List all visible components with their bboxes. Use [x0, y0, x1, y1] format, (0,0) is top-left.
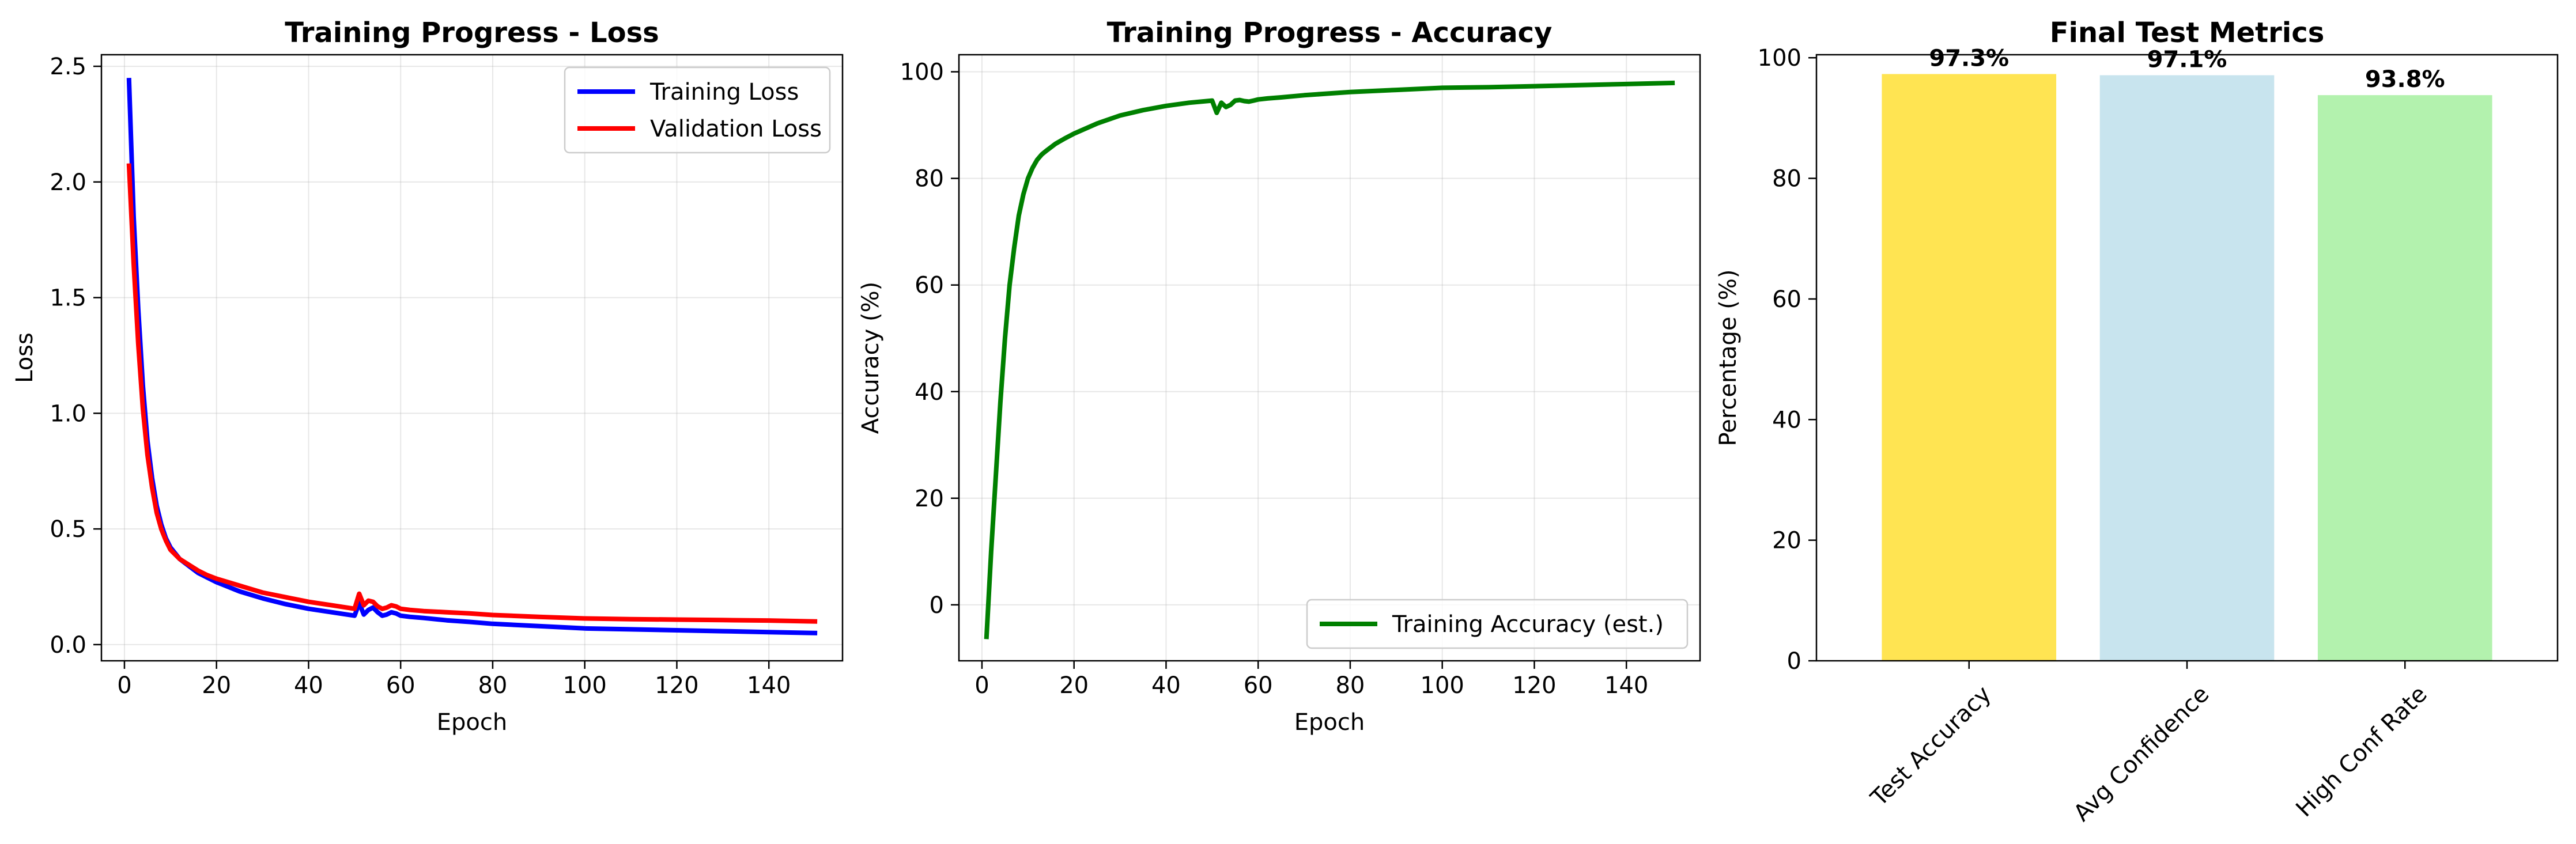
- x-axis-label: Epoch: [437, 709, 507, 736]
- legend-label: Training Accuracy (est.): [1392, 611, 1664, 638]
- y-tick-label: 100: [1758, 45, 1801, 71]
- y-tick-label: 0: [1787, 648, 1801, 675]
- x-axis-label: Epoch: [1294, 709, 1365, 736]
- y-tick-label: 60: [915, 272, 944, 299]
- series-line-2: [126, 163, 818, 624]
- bar: [2317, 95, 2492, 661]
- y-tick-label: 80: [1772, 166, 1801, 192]
- x-tick-label: 40: [1151, 672, 1181, 699]
- axes-frame: [1815, 54, 2559, 662]
- chart-panel-3: 97.3% Test Accuracy 97.1% Avg Confidence 93.…: [1715, 17, 2559, 827]
- bar: [1882, 74, 2057, 661]
- x-tick-label: 120: [1512, 672, 1556, 699]
- x-tick-label: 140: [747, 672, 791, 699]
- y-tick-label: 20: [1772, 528, 1801, 554]
- bar: [2099, 75, 2275, 661]
- legend: Training Accuracy (est.): [1306, 599, 1689, 649]
- x-tick-label: 140: [1604, 672, 1648, 699]
- series-line-1: [126, 78, 818, 635]
- y-axis-label: Loss: [12, 332, 38, 383]
- x-tick-label: 20: [1059, 672, 1089, 699]
- x-tick-label: Avg Confidence: [2068, 681, 2214, 827]
- chart-title: Final Test Metrics: [2050, 17, 2325, 49]
- y-tick-label: 100: [900, 59, 944, 86]
- x-tick-label: High Conf Rate: [2291, 681, 2432, 822]
- x-tick-label: 60: [386, 672, 416, 699]
- bar-value-label: 97.1%: [2147, 47, 2227, 73]
- y-tick-label: 1.5: [50, 285, 86, 312]
- x-tick-label: 40: [294, 672, 323, 699]
- y-tick-label: 2.0: [50, 169, 86, 196]
- chart-panel-1: 0 20 40 60 80 100 120 140 0.0 0.5 1.0 1.5 2.0 2.5 Trai…: [12, 17, 844, 736]
- axes-frame: [100, 54, 844, 662]
- x-tick-label: 20: [202, 672, 231, 699]
- legend: Training Loss Validation Loss: [564, 66, 831, 154]
- y-tick-label: 0.0: [50, 632, 86, 658]
- x-tick-label: 100: [1421, 672, 1464, 699]
- chart-title: Training Progress - Accuracy: [1107, 17, 1553, 49]
- legend-box: [1306, 599, 1689, 649]
- bar-value-label: 93.8%: [2365, 66, 2445, 93]
- y-axis-label: Accuracy (%): [858, 282, 884, 434]
- legend-label: Training Loss: [649, 79, 799, 105]
- x-tick-label: 80: [478, 672, 507, 699]
- x-tick-label: 100: [563, 672, 607, 699]
- x-tick-label: 120: [655, 672, 698, 699]
- series-line-1: [984, 80, 1675, 639]
- legend-label: Validation Loss: [650, 116, 822, 142]
- x-tick-label: 0: [975, 672, 989, 699]
- y-tick-label: 1.0: [50, 400, 86, 427]
- y-axis-label: Percentage (%): [1715, 270, 1742, 446]
- y-tick-label: 0.5: [50, 516, 86, 543]
- y-tick-label: 40: [1772, 407, 1801, 433]
- chart-panel-2: 0 20 40 60 80 100 120 140 0 20 40 60 80 100 Training P…: [858, 17, 1701, 736]
- legend-box: [564, 66, 831, 154]
- chart-title: Training Progress - Loss: [285, 17, 659, 49]
- bar-value-label: 97.3%: [1929, 45, 2009, 71]
- x-tick-label: Test Accuracy: [1865, 681, 1996, 812]
- y-tick-label: 20: [915, 486, 944, 512]
- y-tick-label: 0: [930, 592, 944, 619]
- y-tick-label: 80: [915, 166, 944, 192]
- axes-frame: [958, 54, 1701, 662]
- x-tick-label: 80: [1335, 672, 1365, 699]
- y-tick-label: 60: [1772, 286, 1801, 313]
- x-tick-label: 60: [1244, 672, 1273, 699]
- x-tick-label: 0: [117, 672, 131, 699]
- y-tick-label: 2.5: [50, 54, 86, 80]
- y-tick-label: 40: [915, 379, 944, 406]
